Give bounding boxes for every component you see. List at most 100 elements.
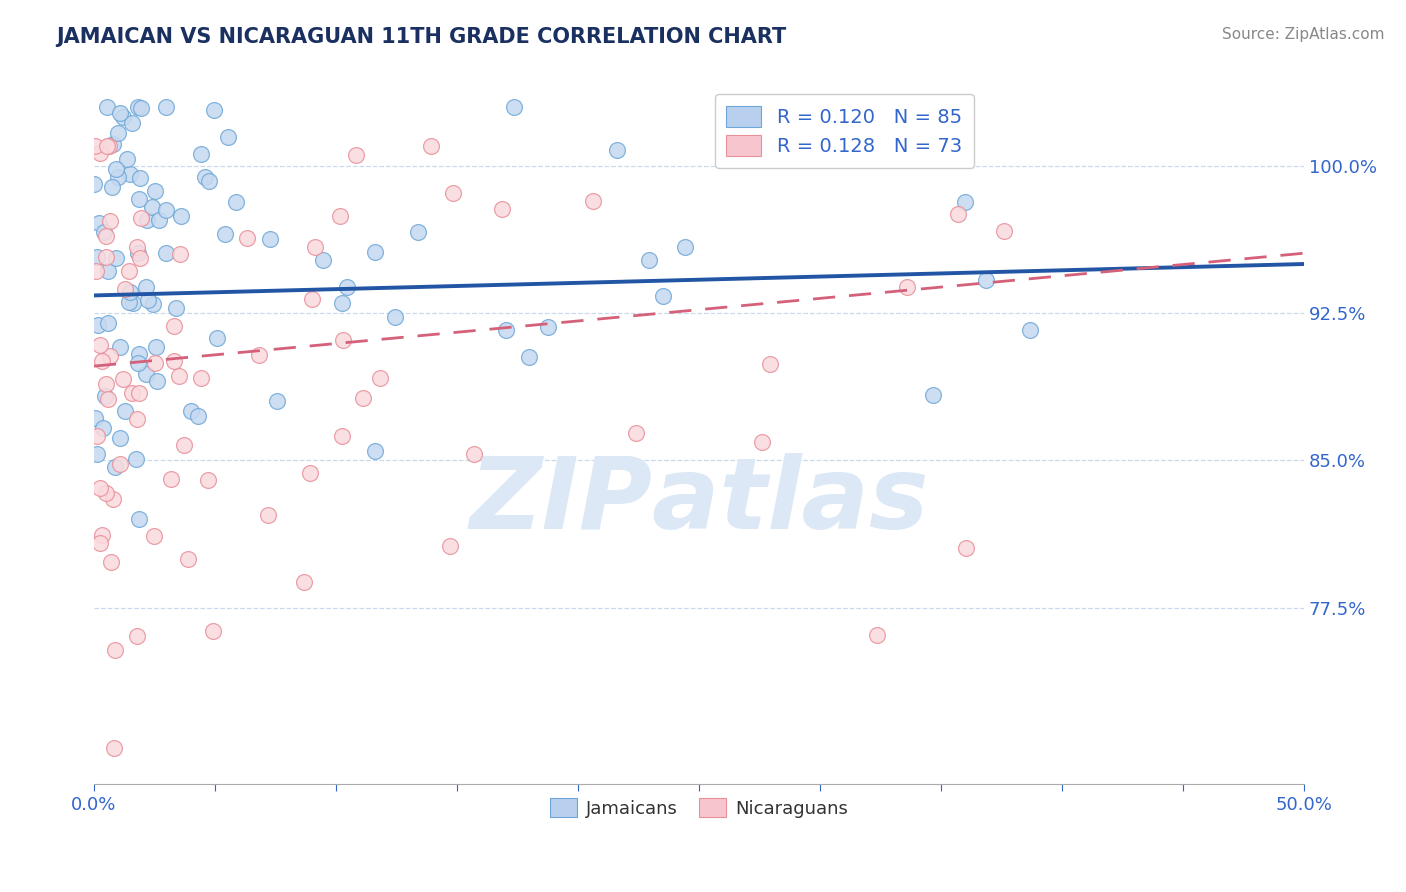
Point (129, 251, 152, 265)
Legend: Jamaicans, Nicaraguans: Jamaicans, Nicaraguans (543, 791, 855, 825)
Point (408, 225, 430, 239)
Point (148, 212, 170, 227)
Point (115, 153, 138, 167)
Point (91, 421, 114, 435)
Point (107, 126, 129, 140)
Point (344, 148, 367, 162)
Point (441, 186, 464, 200)
Point (266, 394, 288, 409)
Point (866, 627, 889, 641)
Point (101, 180, 124, 194)
Point (637, 252, 659, 267)
Point (155, 203, 177, 218)
Point (352, 391, 374, 405)
Point (517, 351, 540, 365)
Point (159, 472, 181, 486)
Point (368, 371, 391, 385)
Point (974, 273, 997, 287)
Point (197, 473, 219, 487)
Point (257, 508, 280, 522)
Point (993, 224, 1015, 238)
Point (89, 536, 111, 550)
Point (84, 411, 107, 425)
Point (86, 250, 108, 264)
Point (83, 139, 105, 153)
Text: ZIP​atlas: ZIP​atlas (470, 453, 929, 550)
Point (128, 192, 150, 206)
Point (142, 529, 165, 543)
Point (94, 376, 117, 391)
Point (86, 318, 108, 333)
Point (125, 452, 148, 467)
Point (384, 310, 406, 325)
Point (502, 100, 524, 114)
Point (292, 574, 315, 589)
Point (128, 347, 150, 361)
Point (336, 279, 359, 293)
Point (98, 139, 121, 153)
Point (89, 216, 111, 230)
Point (165, 301, 187, 315)
Point (97, 392, 120, 406)
Point (170, 209, 193, 223)
Point (299, 466, 322, 480)
Point (259, 232, 281, 246)
Point (127, 412, 149, 426)
Point (98, 349, 121, 363)
Point (118, 167, 141, 181)
Point (97, 316, 120, 330)
Point (202, 624, 225, 638)
Point (118, 295, 141, 310)
Point (94, 389, 117, 403)
Point (94, 228, 117, 243)
Point (194, 169, 217, 184)
Point (202, 103, 225, 117)
Point (97, 264, 120, 278)
Point (83, 177, 105, 191)
Point (330, 295, 353, 310)
Text: Source: ZipAtlas.com: Source: ZipAtlas.com (1222, 27, 1385, 42)
Point (163, 318, 186, 333)
Point (103, 492, 125, 507)
Point (111, 110, 134, 124)
Point (463, 447, 485, 461)
Point (145, 340, 167, 354)
Point (955, 541, 977, 555)
Point (114, 404, 136, 418)
Point (190, 147, 212, 161)
Point (167, 368, 190, 383)
Point (127, 100, 149, 114)
Point (128, 512, 150, 526)
Point (141, 200, 163, 214)
Point (332, 333, 354, 347)
Point (103, 740, 125, 755)
Point (104, 251, 127, 265)
Point (96, 485, 118, 500)
Point (364, 244, 387, 259)
Point (86, 447, 108, 461)
Point (94, 250, 117, 264)
Point (127, 245, 149, 260)
Point (136, 213, 159, 227)
Point (105, 162, 128, 177)
Point (96, 100, 118, 114)
Point (301, 292, 323, 306)
Point (582, 194, 605, 208)
Point (136, 293, 159, 307)
Point (135, 280, 157, 294)
Text: JAMAICAN VS NICARAGUAN 11TH GRADE CORRELATION CHART: JAMAICAN VS NICARAGUAN 11TH GRADE CORREL… (56, 27, 786, 46)
Point (364, 444, 387, 458)
Point (129, 171, 152, 186)
Point (104, 643, 127, 657)
Point (145, 356, 167, 370)
Point (103, 136, 125, 151)
Point (155, 100, 177, 114)
Point (304, 240, 326, 254)
Point (104, 459, 127, 474)
Point (439, 539, 461, 553)
Point (121, 296, 143, 310)
Point (419, 139, 441, 153)
Point (100, 555, 122, 569)
Point (128, 386, 150, 401)
Point (98, 214, 121, 228)
